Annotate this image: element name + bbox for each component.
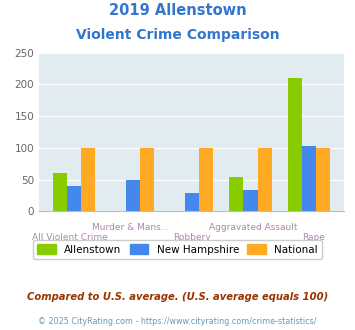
Bar: [185, 193, 199, 211]
Bar: [140, 148, 154, 211]
Bar: [126, 180, 140, 211]
Text: Rape: Rape: [302, 233, 325, 242]
Text: Robbery: Robbery: [173, 233, 211, 242]
Bar: [258, 148, 272, 211]
Text: Aggravated Assault: Aggravated Assault: [208, 223, 297, 232]
Bar: [81, 148, 95, 211]
Bar: [67, 186, 81, 211]
Bar: [302, 146, 316, 211]
Bar: [229, 177, 244, 211]
Bar: [316, 148, 331, 211]
Text: 2019 Allenstown: 2019 Allenstown: [109, 3, 246, 18]
Text: Compared to U.S. average. (U.S. average equals 100): Compared to U.S. average. (U.S. average …: [27, 292, 328, 302]
Bar: [288, 78, 302, 211]
Legend: Allenstown, New Hampshire, National: Allenstown, New Hampshire, National: [33, 240, 322, 259]
Text: © 2025 CityRating.com - https://www.cityrating.com/crime-statistics/: © 2025 CityRating.com - https://www.city…: [38, 317, 317, 326]
Text: All Violent Crime: All Violent Crime: [32, 233, 108, 242]
Text: Violent Crime Comparison: Violent Crime Comparison: [76, 28, 279, 42]
Bar: [244, 190, 258, 211]
Text: Murder & Mans...: Murder & Mans...: [92, 223, 169, 232]
Bar: [199, 148, 213, 211]
Bar: [53, 173, 67, 211]
